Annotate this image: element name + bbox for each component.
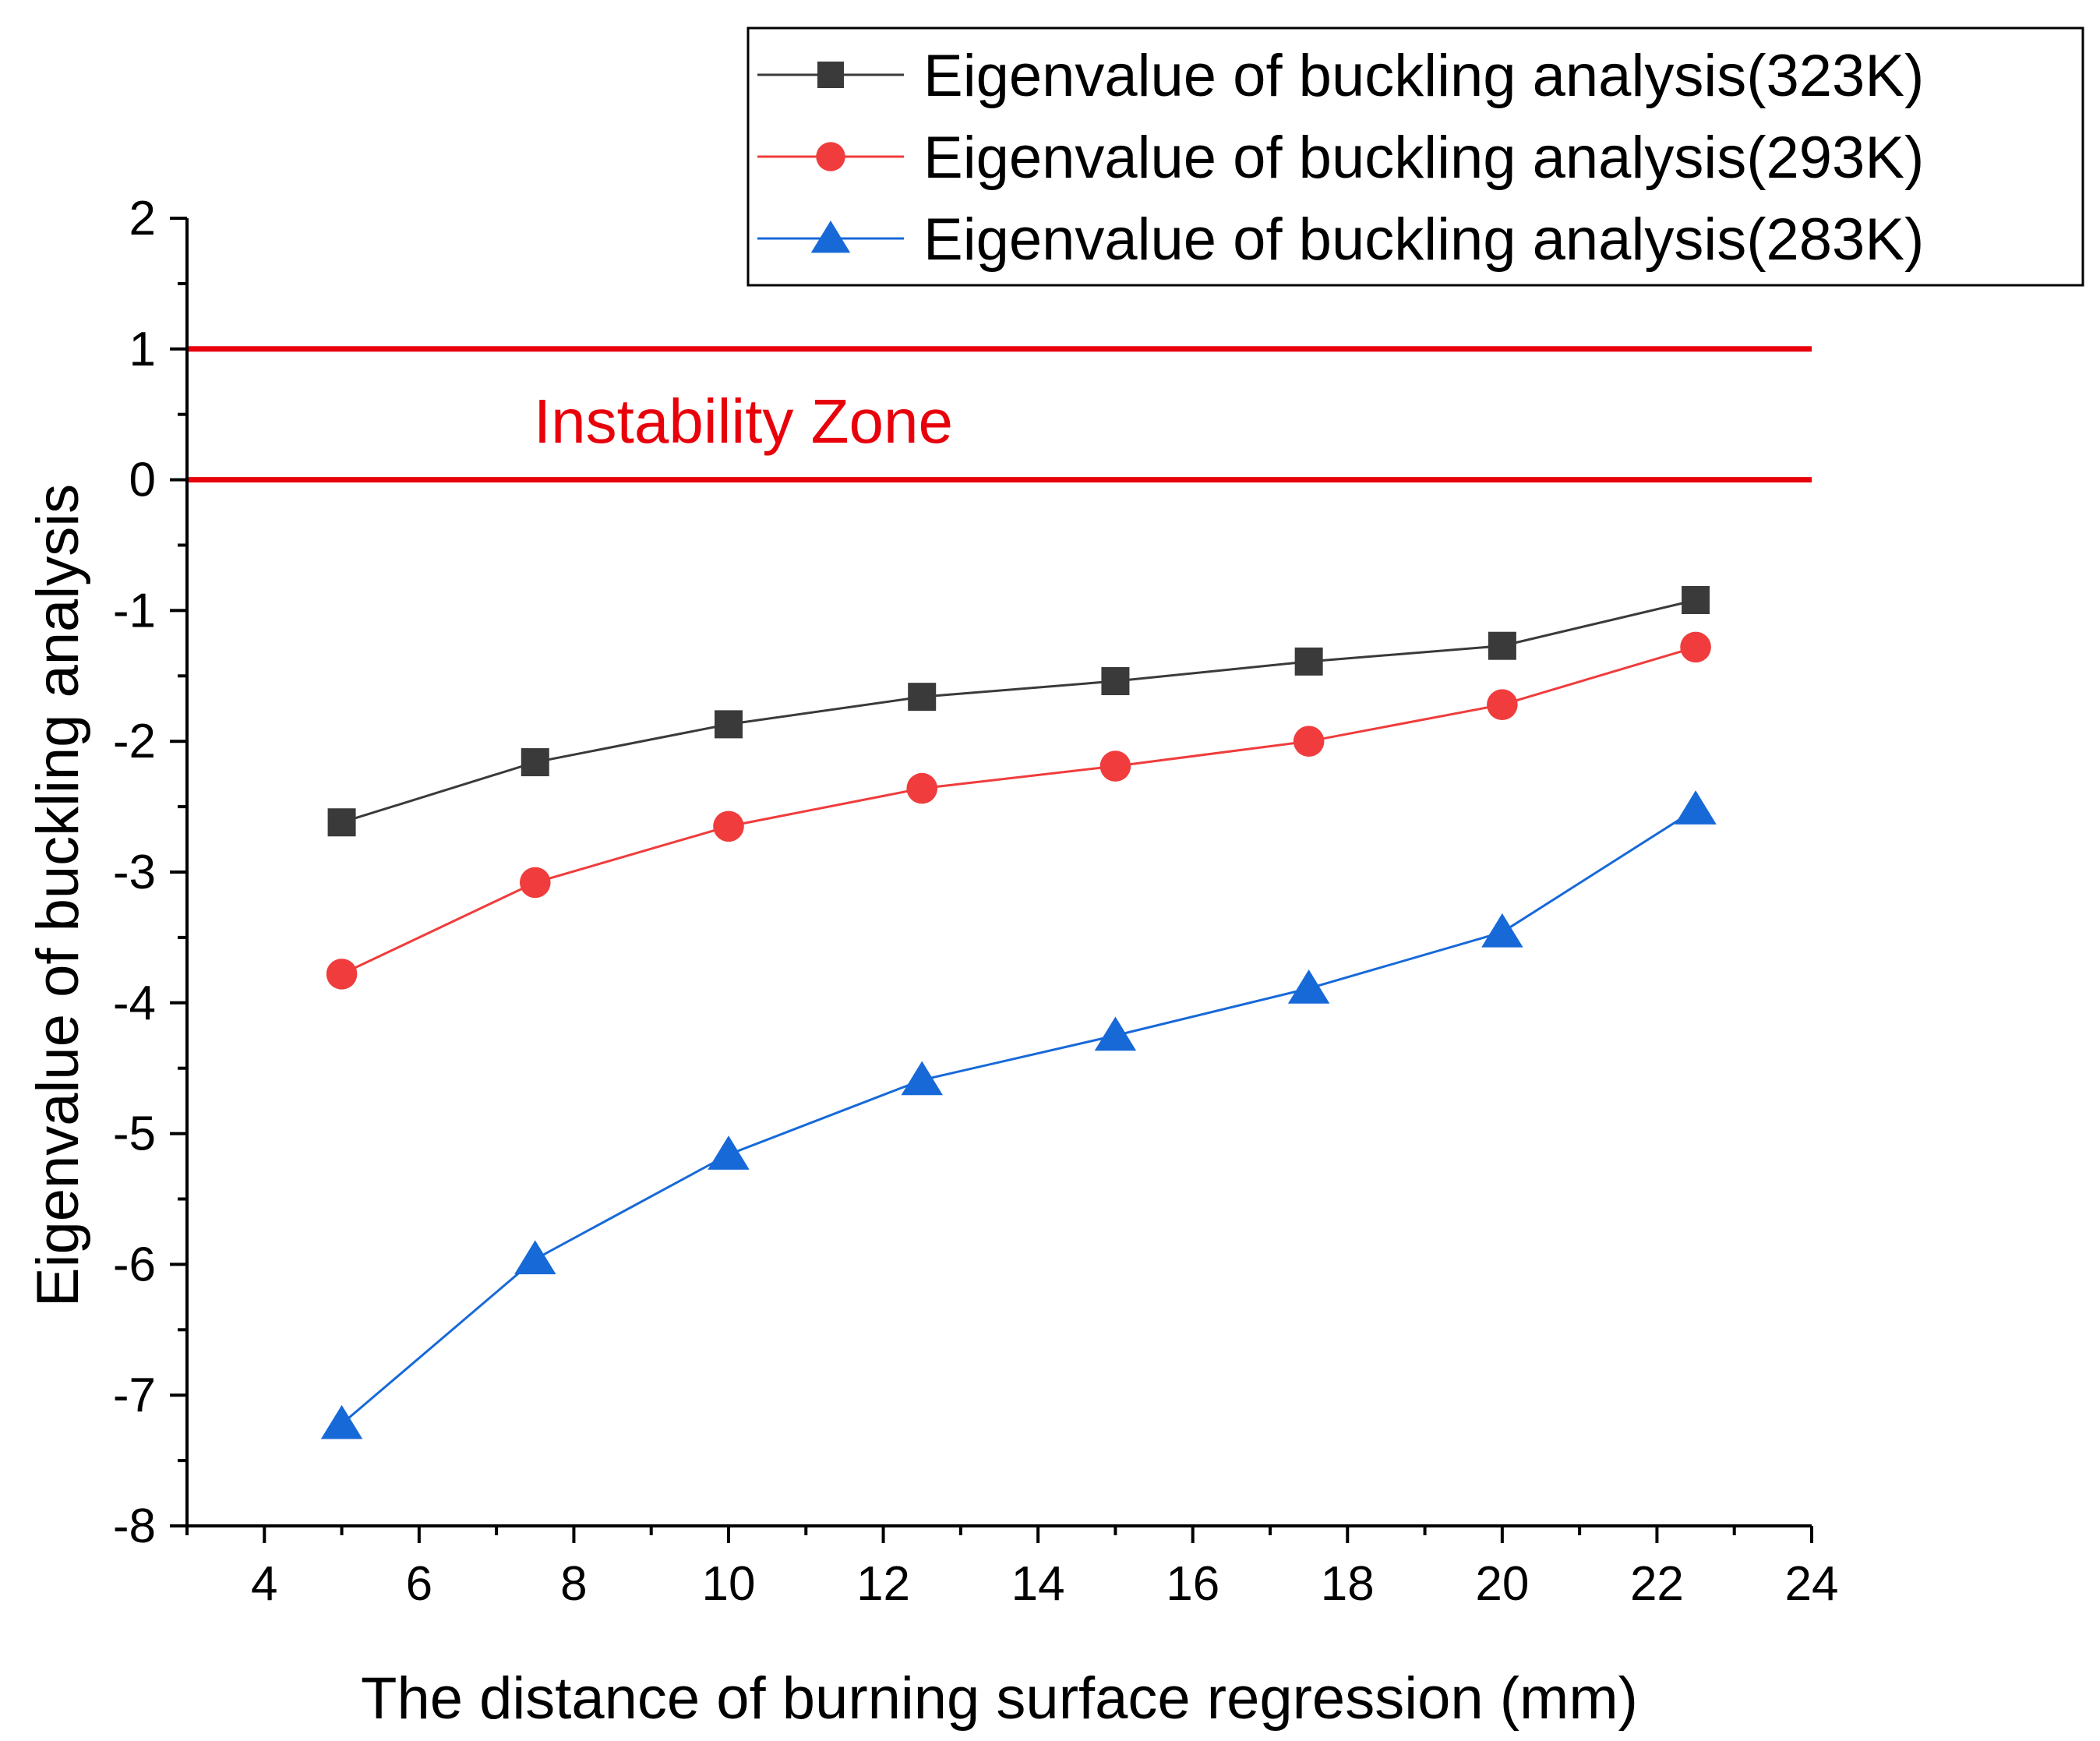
y-tick-label: -2 bbox=[113, 715, 156, 768]
legend-label: Eigenvalue of buckling analysis(323K) bbox=[923, 43, 1924, 109]
legend: Eigenvalue of buckling analysis(323K) Eig… bbox=[746, 26, 2084, 287]
y-tick-label: -6 bbox=[113, 1238, 156, 1291]
data-point bbox=[327, 808, 356, 837]
reference-lines bbox=[187, 346, 1812, 483]
legend-item-0: Eigenvalue of buckling analysis(323K) bbox=[757, 43, 1924, 109]
y-tick-label: -7 bbox=[113, 1368, 156, 1422]
legend-marker bbox=[816, 142, 845, 171]
y-tick-label: -8 bbox=[113, 1499, 156, 1553]
axes: 210-1-2-3-4-5-6-7-84 6 8 10 12 14 16 18 20 22 24 bbox=[113, 192, 1839, 1611]
instability-zone-label: Instability Zone bbox=[534, 387, 953, 456]
data-point bbox=[1488, 631, 1516, 660]
data-point bbox=[326, 959, 358, 990]
data-point bbox=[901, 1061, 943, 1096]
x-tick-label: 20 bbox=[1475, 1557, 1529, 1611]
data-point bbox=[908, 683, 937, 712]
series-line bbox=[341, 808, 1696, 1425]
y-axis-title: Eigenvalue of buckling analysis bbox=[25, 484, 91, 1307]
y-tick-label: -4 bbox=[113, 976, 156, 1030]
data-point bbox=[521, 748, 549, 777]
x-tick-label: 14 bbox=[1011, 1557, 1065, 1611]
data-point bbox=[1682, 585, 1710, 614]
data-point bbox=[1487, 689, 1518, 721]
x-tick-label: 22 bbox=[1630, 1557, 1684, 1611]
y-tick-label: 0 bbox=[129, 454, 156, 507]
y-tick-label: -1 bbox=[113, 584, 156, 637]
data-point bbox=[320, 1404, 363, 1439]
x-tick-label: 24 bbox=[1785, 1557, 1839, 1611]
x-tick-label: 8 bbox=[560, 1557, 587, 1611]
legend-box bbox=[746, 26, 2084, 287]
x-tick-label: 18 bbox=[1321, 1557, 1375, 1611]
y-tick-label: -3 bbox=[113, 846, 156, 899]
data-point bbox=[1293, 726, 1325, 757]
x-axis-title: The distance of burning surface regressi… bbox=[361, 1665, 1638, 1732]
data-point bbox=[1094, 1016, 1137, 1051]
series-1 bbox=[326, 631, 1711, 990]
x-tick-label: 4 bbox=[251, 1557, 277, 1611]
x-tick-label: 16 bbox=[1166, 1557, 1219, 1611]
series-line bbox=[341, 645, 1696, 976]
data-point bbox=[1680, 631, 1711, 663]
series-line bbox=[341, 599, 1696, 824]
legend-marker bbox=[810, 221, 851, 253]
legend-label: Eigenvalue of buckling analysis(293K) bbox=[923, 125, 1924, 191]
x-tick-label: 10 bbox=[702, 1557, 756, 1611]
legend-item-2: Eigenvalue of buckling analysis(283K) bbox=[757, 207, 1924, 273]
data-point bbox=[708, 1135, 750, 1170]
series-0 bbox=[327, 585, 1710, 837]
x-tick-label: 12 bbox=[856, 1557, 910, 1611]
legend-marker bbox=[817, 62, 844, 88]
data-point bbox=[1481, 913, 1523, 948]
series-2 bbox=[320, 790, 1717, 1439]
data-point bbox=[906, 772, 938, 804]
y-tick-label: 1 bbox=[129, 323, 156, 376]
legend-item-1: Eigenvalue of buckling analysis(293K) bbox=[757, 125, 1924, 191]
series-layer bbox=[320, 585, 1717, 1439]
data-point bbox=[1101, 667, 1130, 696]
data-point bbox=[715, 710, 743, 739]
y-tick-label: 2 bbox=[129, 192, 156, 245]
y-tick-label: -5 bbox=[113, 1107, 156, 1161]
data-point bbox=[514, 1240, 556, 1275]
data-point bbox=[1099, 750, 1131, 782]
data-point bbox=[713, 810, 744, 842]
data-point bbox=[1287, 969, 1330, 1004]
data-point bbox=[1675, 790, 1717, 825]
legend-label: Eigenvalue of buckling analysis(283K) bbox=[923, 207, 1924, 273]
data-point bbox=[519, 867, 551, 899]
x-tick-label: 6 bbox=[406, 1557, 432, 1611]
data-point bbox=[1294, 647, 1323, 676]
